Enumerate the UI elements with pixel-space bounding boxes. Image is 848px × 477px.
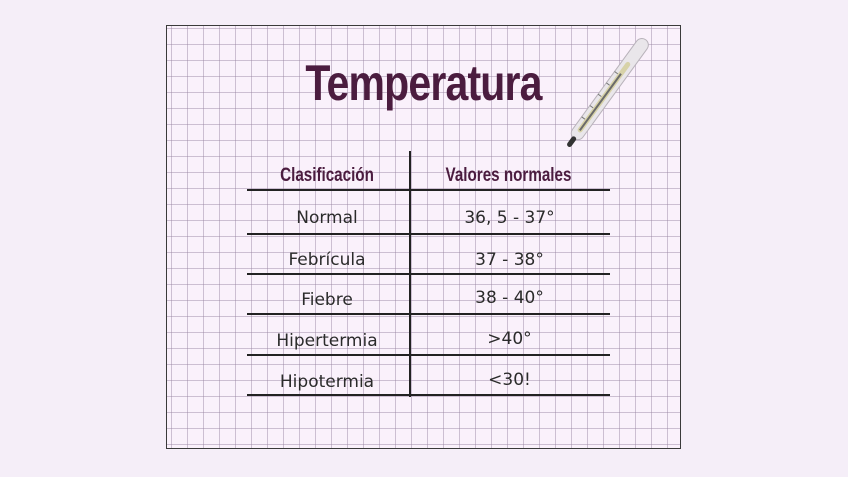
- slide-card: Temperatura Clasificación Valores normal…: [166, 25, 681, 449]
- row-rule: [247, 394, 610, 396]
- row-rule: [247, 313, 610, 315]
- row-value: 37 - 38°: [475, 250, 544, 270]
- header-rule: [247, 189, 610, 191]
- row-label: Hipertermia: [276, 331, 378, 351]
- row-value: 36, 5 - 37°: [464, 208, 555, 228]
- row-label: Febrícula: [288, 250, 366, 270]
- row-value: <30!: [488, 370, 531, 390]
- row-label: Hipotermia: [279, 372, 375, 392]
- row-label: Normal: [296, 208, 358, 228]
- page-title: Temperatura: [305, 55, 542, 111]
- header-valores: Valores normales: [445, 165, 572, 186]
- row-value: >40°: [487, 329, 532, 349]
- row-label: Fiebre: [301, 290, 353, 310]
- thermometer-icon: [567, 38, 649, 148]
- row-rule: [247, 233, 610, 235]
- row-rule: [247, 354, 610, 356]
- row-value: 38 - 40°: [475, 288, 544, 308]
- header-clasificacion: Clasificación: [280, 165, 374, 186]
- temperature-table: Clasificación Valores normales Normal 36…: [247, 151, 610, 397]
- row-rule: [247, 273, 610, 275]
